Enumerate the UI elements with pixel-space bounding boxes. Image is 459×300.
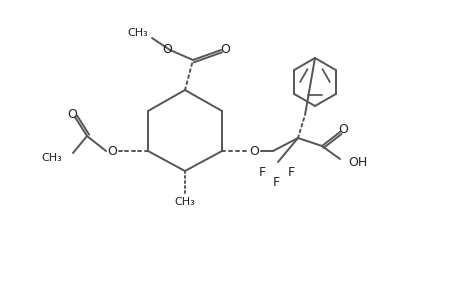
Text: O: O xyxy=(337,122,347,136)
Text: O: O xyxy=(219,43,230,56)
Text: CH₃: CH₃ xyxy=(41,153,62,163)
Text: F: F xyxy=(258,166,265,178)
Text: F: F xyxy=(287,166,294,178)
Text: O: O xyxy=(248,145,258,158)
Text: CH₃: CH₃ xyxy=(127,28,148,38)
Text: O: O xyxy=(67,107,77,121)
Text: F: F xyxy=(272,176,279,188)
Text: OH: OH xyxy=(347,155,366,169)
Text: O: O xyxy=(162,43,172,56)
Text: O: O xyxy=(107,145,117,158)
Text: CH₃: CH₃ xyxy=(174,197,195,207)
